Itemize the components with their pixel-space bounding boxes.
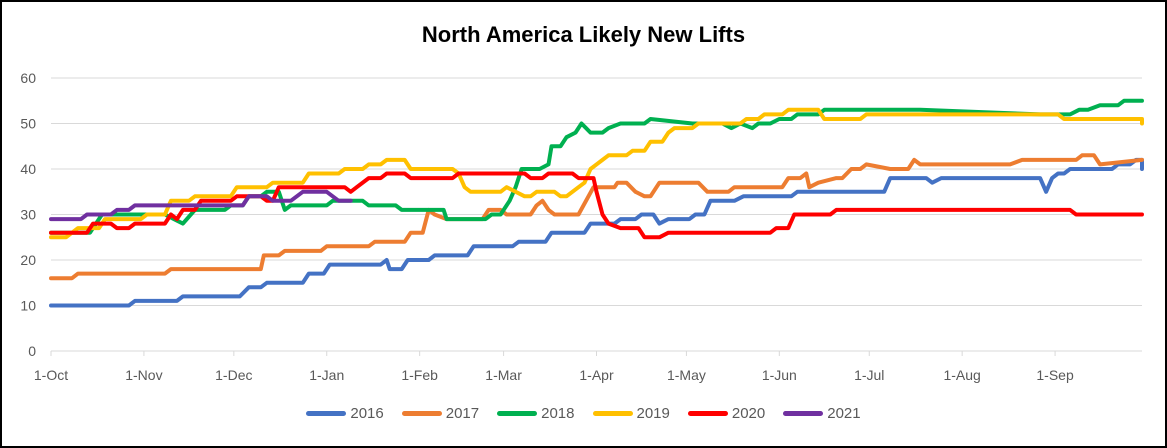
legend-swatch xyxy=(783,411,824,416)
legend-item-2019: 2019 xyxy=(592,405,670,422)
legend-label: 2019 xyxy=(636,405,670,422)
x-axis-ticks: 1-Oct 1-Nov 1-Dec 1-Jan 1-Feb 1-Mar 1-Apr 1-May… xyxy=(34,351,1074,383)
legend-swatch xyxy=(497,411,538,416)
x-tick-label: 1-Nov xyxy=(125,367,162,383)
y-tick-label: 0 xyxy=(28,343,36,359)
y-tick-label: 50 xyxy=(20,116,36,132)
x-tick-label: 1-Apr xyxy=(579,367,614,383)
legend: 2016 2017 2018 2019 2020 2021 xyxy=(0,405,1167,422)
series-lines xyxy=(49,98,1144,308)
x-tick-label: 1-Jul xyxy=(854,367,884,383)
legend-swatch xyxy=(592,411,633,416)
legend-item-2017: 2017 xyxy=(401,405,480,422)
x-tick-label: 1-Sep xyxy=(1036,367,1074,383)
y-tick-label: 60 xyxy=(20,70,36,86)
legend-label: 2020 xyxy=(731,405,766,422)
legend-label: 2017 xyxy=(445,405,480,422)
legend-swatch xyxy=(401,411,442,416)
y-tick-label: 40 xyxy=(20,161,36,177)
legend-item-2018: 2018 xyxy=(497,405,575,422)
legend-label: 2016 xyxy=(350,405,384,422)
series-line-2021 xyxy=(49,189,353,222)
x-tick-label: 1-Feb xyxy=(401,367,438,383)
y-tick-label: 10 xyxy=(20,298,36,314)
legend-label: 2021 xyxy=(827,405,861,422)
series-line-2019 xyxy=(49,107,1144,240)
x-tick-label: 1-Jan xyxy=(309,367,344,383)
legend-item-2020: 2020 xyxy=(687,405,766,422)
x-tick-label: 1-Dec xyxy=(215,367,252,383)
y-tick-label: 20 xyxy=(20,252,36,268)
legend-item-2016: 2016 xyxy=(306,405,384,422)
series-line-2020 xyxy=(49,171,1144,240)
legend-item-2021: 2021 xyxy=(783,405,861,422)
legend-label: 2018 xyxy=(541,405,575,422)
y-tick-label: 30 xyxy=(20,207,36,223)
legend-swatch xyxy=(306,411,347,416)
y-axis-ticks: 0 10 20 30 40 50 60 xyxy=(20,70,36,359)
series-line-2016 xyxy=(49,157,1144,308)
gridlines xyxy=(51,77,1142,352)
x-tick-label: 1-Aug xyxy=(943,367,980,383)
x-tick-label: 1-May xyxy=(667,367,706,383)
series-line-2017 xyxy=(49,153,1144,281)
x-tick-label: 1-Mar xyxy=(485,367,522,383)
x-tick-label: 1-Oct xyxy=(34,367,68,383)
legend-swatch xyxy=(687,411,728,416)
chart-title: North America Likely New Lifts xyxy=(421,22,746,47)
x-tick-label: 1-Jun xyxy=(762,367,797,383)
